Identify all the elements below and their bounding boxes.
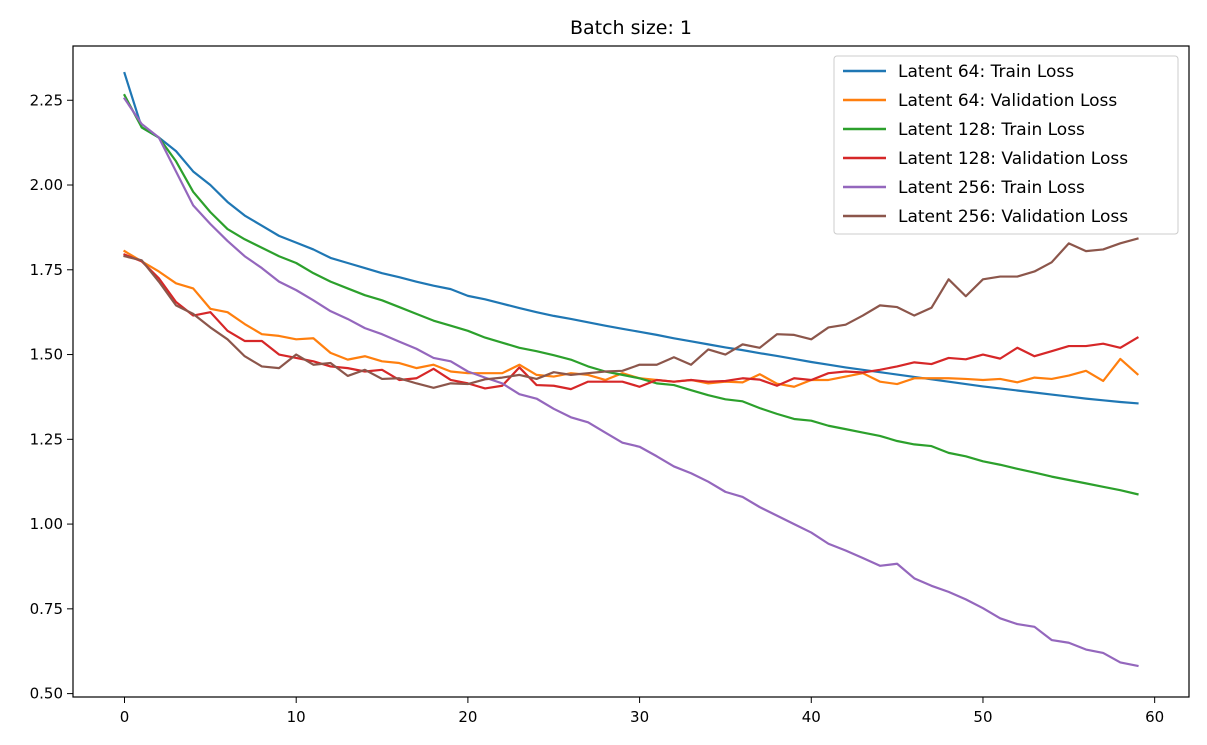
y-tick-label: 2.00 xyxy=(30,176,63,194)
y-tick-label: 0.50 xyxy=(30,685,63,703)
x-tick-label: 60 xyxy=(1145,708,1164,726)
y-tick-label: 1.50 xyxy=(30,346,63,364)
x-tick-label: 50 xyxy=(973,708,992,726)
legend-label-5: Latent 256: Train Loss xyxy=(898,178,1085,198)
axes-frame xyxy=(72,45,1190,698)
chart-title: Batch size: 1 xyxy=(570,17,692,39)
x-tick-label: 20 xyxy=(458,708,477,726)
x-tick-label: 40 xyxy=(802,708,821,726)
legend-label-2: Latent 64: Validation Loss xyxy=(898,91,1117,111)
x-tick-label: 30 xyxy=(630,708,649,726)
x-axis: 0 10 20 30 40 50 60 xyxy=(120,697,1164,726)
y-tick-label: 0.75 xyxy=(30,600,63,618)
y-tick-label: 1.00 xyxy=(30,515,63,533)
series-line-1 xyxy=(123,71,1139,405)
plot-area xyxy=(122,71,1140,668)
series-line-6 xyxy=(123,237,1139,389)
legend-label-1: Latent 64: Train Loss xyxy=(898,62,1074,82)
y-tick-label: 1.75 xyxy=(30,261,63,279)
legend-label-4: Latent 128: Validation Loss xyxy=(898,149,1128,169)
y-tick-label: 2.25 xyxy=(30,91,63,109)
y-tick-label: 1.25 xyxy=(30,430,63,448)
legend-box xyxy=(833,55,1179,235)
legend: Latent 64: Train Loss Latent 64: Validati… xyxy=(833,55,1179,235)
legend-label-6: Latent 256: Validation Loss xyxy=(898,207,1128,227)
x-tick-label: 0 xyxy=(120,708,130,726)
series-line-3 xyxy=(123,93,1139,496)
y-axis: 0.50 0.75 1.00 1.25 1.50 1.75 2.00 2.25 xyxy=(30,91,73,703)
legend-label-3: Latent 128: Train Loss xyxy=(898,120,1085,140)
x-tick-label: 10 xyxy=(287,708,306,726)
series-line-5 xyxy=(122,97,1139,668)
